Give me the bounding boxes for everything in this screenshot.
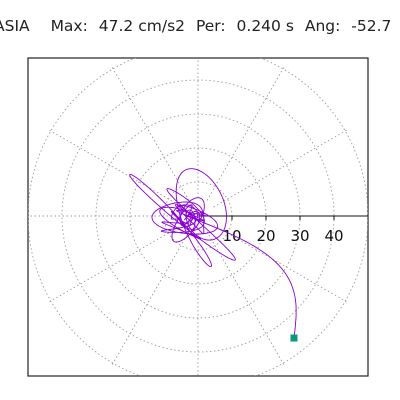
grid-spoke xyxy=(48,224,183,303)
tick-label: 40 xyxy=(324,227,343,245)
end-marker xyxy=(290,334,298,342)
max-value: 47.2 cm/s2 xyxy=(98,17,185,35)
tick-label: 20 xyxy=(256,227,275,245)
max-label: Max: xyxy=(50,17,88,35)
grid-spoke xyxy=(111,66,190,201)
angle-label: Ang: xyxy=(304,17,341,35)
grid-spoke xyxy=(48,129,183,208)
grid-spoke xyxy=(111,231,190,366)
period-label: Per: xyxy=(195,17,226,35)
grid-spoke xyxy=(213,129,348,208)
tick-label: 30 xyxy=(290,227,309,245)
trace-layer xyxy=(129,168,297,339)
angle-value: -52.7 xyxy=(351,17,392,35)
period-value: 0.240 s xyxy=(236,17,294,35)
grid-spoke xyxy=(206,66,285,201)
tick-label: 10 xyxy=(222,227,241,245)
grid-spoke xyxy=(213,224,348,303)
grid-spoke xyxy=(206,231,285,366)
orbit-trace xyxy=(129,168,297,339)
radius-ticks: 10 20 30 40 xyxy=(222,216,344,245)
station-code: ASIA xyxy=(0,17,30,35)
header-readout: ASIA Max: 47.2 cm/s2 Per: 0.240 s Ang: -… xyxy=(0,17,391,35)
